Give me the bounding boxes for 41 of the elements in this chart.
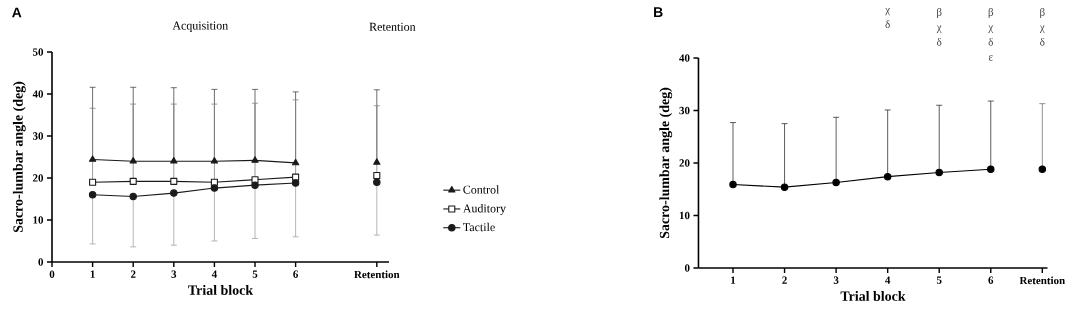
x-tick-label: 2 (782, 276, 787, 284)
y-tick-label: 0 (684, 264, 690, 272)
chart-title: A (12, 7, 22, 18)
text: χ δ (885, 7, 891, 29)
text: β χ δ (936, 7, 942, 46)
x-tick-label: 6 (293, 270, 299, 278)
x-tick-label: 0 (49, 270, 55, 278)
y-tick-label: 10 (679, 211, 690, 220)
x-axis-title: Trial block (188, 285, 254, 295)
annotation: β χ δ ε (988, 7, 994, 61)
text: Retention (369, 22, 416, 31)
x-tick-label: 4 (211, 270, 217, 278)
x-tick-label: 2 (130, 270, 136, 278)
x-tick-label: 5 (936, 276, 942, 284)
y-tick-label: 40 (32, 90, 44, 98)
x-tick-label: 1 (90, 270, 95, 278)
x-tick-label: 3 (833, 276, 839, 284)
legend-label: Control (463, 185, 500, 194)
text: β χ δ (1039, 7, 1045, 46)
y-tick-label: 10 (33, 216, 44, 224)
y-tick-label: 20 (679, 159, 690, 167)
y-tick-label: 40 (679, 54, 690, 62)
x-tick-label: 4 (885, 276, 891, 284)
y-axis-title: Sacro-lumbar angle (deg) (12, 81, 26, 233)
x-tick-label: Retention (1019, 276, 1065, 285)
x-tick-label: 3 (171, 270, 177, 278)
chart-title: B (654, 7, 663, 17)
y-tick-label: 0 (38, 258, 44, 266)
legend-label: Auditory (462, 204, 506, 215)
legend-label: Tactile (463, 222, 495, 232)
x-tick-label: 1 (731, 276, 736, 284)
y-tick-label: 30 (32, 132, 44, 140)
text: Acquisition (172, 21, 228, 33)
y-axis-title: Sacro-lumbar angle (deg) (659, 87, 673, 239)
x-tick-label: 6 (988, 276, 994, 284)
x-tick-label: 5 (252, 270, 258, 278)
y-tick-label: 30 (679, 106, 690, 115)
y-tick-label: 50 (32, 48, 44, 56)
y-tick-label: 20 (32, 174, 44, 182)
x-tick-label: Retention (354, 270, 400, 279)
x-axis-title: Trial block (840, 291, 906, 301)
